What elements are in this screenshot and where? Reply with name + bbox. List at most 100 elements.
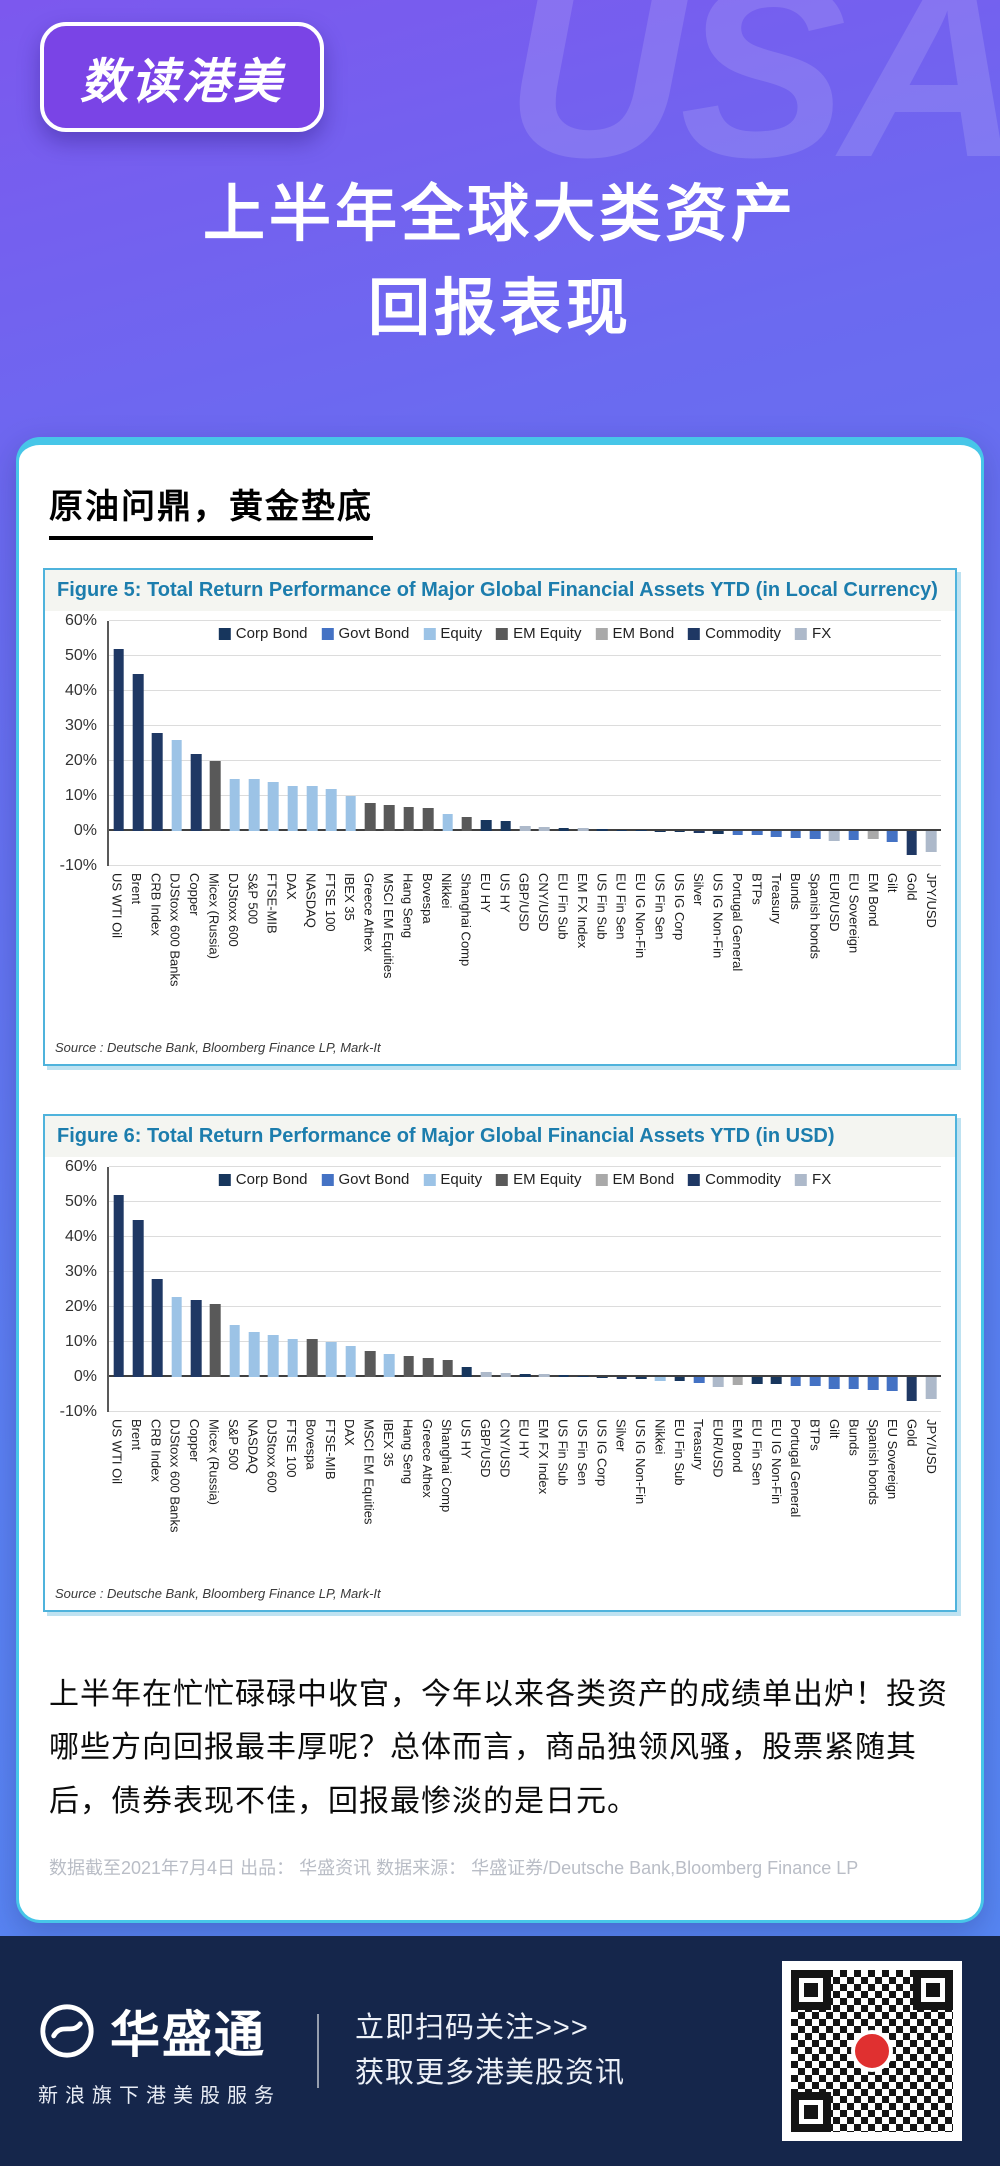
bar-column [554, 1167, 573, 1412]
legend-swatch-icon [795, 1173, 808, 1186]
legend-label: Commodity [705, 625, 782, 642]
bar [364, 1350, 376, 1377]
x-axis-label: Bovespa [419, 873, 435, 924]
bar-column [670, 621, 689, 866]
bar [268, 782, 279, 831]
legend-item: Equity [423, 1171, 482, 1188]
bar [306, 1338, 318, 1377]
x-axis-label: EU Fin Sub [555, 873, 571, 940]
bar [364, 803, 376, 831]
x-axis-label: S&P 500 [245, 873, 261, 925]
bar [654, 831, 666, 833]
x-axis-label: GBP/USD [516, 873, 532, 932]
bar-column [186, 1167, 205, 1412]
bar [577, 1375, 589, 1377]
bar [442, 1359, 453, 1377]
figure-6-source: Source : Deutsche Bank, Bloomberg Financ… [55, 1586, 381, 1601]
footer-divider [317, 2014, 319, 2088]
x-axis-label: Greece Athex [419, 1419, 435, 1498]
bar [829, 831, 840, 841]
x-axis-label: Nikkei [652, 1419, 668, 1455]
x-axis-label: NASDAQ [245, 1419, 261, 1474]
bar-column [573, 621, 592, 866]
bar-column [689, 621, 708, 866]
x-axis-label: US WTI Oil [109, 1419, 125, 1484]
y-tick-label: 10% [64, 1333, 97, 1350]
legend-label: EM Bond [612, 1171, 675, 1188]
bar [132, 673, 144, 831]
bar-column [244, 1167, 263, 1412]
y-tick-label: 40% [64, 1228, 97, 1245]
bar [925, 1377, 937, 1400]
figure-5-source: Source : Deutsche Bank, Bloomberg Financ… [55, 1040, 381, 1055]
bar-column [264, 621, 283, 866]
brand-block: 华盛通 新浪旗下港美股服务 [38, 1995, 281, 2108]
x-axis-label: GBP/USD [477, 1419, 493, 1478]
section-headline: 原油问鼎，黄金垫底 [49, 479, 373, 540]
x-axis-labels: US WTI Oil Brent CRB Index DJStoxx 600 Bank… [107, 1412, 941, 1580]
bar [925, 831, 937, 852]
title-line-2: 回报表现 [367, 274, 632, 343]
bar-column [419, 1167, 438, 1412]
bar [751, 831, 763, 836]
x-axis-label: EU HY [477, 873, 493, 913]
gridline [109, 725, 941, 726]
gridline [109, 795, 941, 796]
bar-column [709, 1167, 728, 1412]
bar [306, 785, 318, 831]
summary-text: 上半年在忙忙碌碌中收官，今年以来各类资产的成绩单出炉！投资哪些方向回报最丰厚呢？… [49, 1678, 948, 1818]
bar-column [341, 1167, 360, 1412]
bar-column [225, 621, 244, 866]
bar [906, 1377, 918, 1401]
bar [345, 796, 357, 831]
x-axis-label: Hang Seng [400, 873, 416, 939]
y-axis: 60% 50% 40% 30% 20% 10% 0% -10% [51, 612, 107, 874]
x-axis-label: EU HY [516, 1419, 532, 1459]
bar-column [844, 621, 863, 866]
x-axis-label: EM Bond [865, 873, 881, 927]
bar-column [767, 1167, 786, 1412]
bar [848, 831, 860, 841]
bar [538, 826, 550, 831]
gridline [109, 1306, 941, 1307]
y-tick-label: 20% [64, 1298, 97, 1315]
x-axis-label: US HY [458, 1419, 474, 1459]
legend-item: Corp Bond [218, 1171, 308, 1188]
x-axis-label: FTSE-MIB [264, 873, 280, 934]
gridline [109, 865, 941, 866]
bar [867, 831, 879, 840]
x-axis-label: FTSE-MIB [322, 1419, 338, 1480]
x-axis-label: Bunds [788, 873, 804, 910]
x-axis-label: Portugal General [788, 1419, 804, 1518]
x-axis-label: FTSE 100 [284, 1419, 300, 1478]
bar-column [515, 621, 534, 866]
x-axis-label: EUR/USD [710, 1419, 726, 1478]
x-axis-label: Gold [904, 1419, 920, 1447]
bar-series [109, 621, 941, 866]
bar-column [863, 1167, 882, 1412]
figure-6-chart: 60% 50% 40% 30% 20% 10% 0% -10% Corp Bond Govt B… [45, 1157, 955, 1580]
gridline [109, 1236, 941, 1237]
bar-column [283, 1167, 302, 1412]
x-axis-label: BTPs [807, 1419, 823, 1451]
bar [751, 1377, 763, 1384]
bar-column [805, 621, 824, 866]
bar [577, 828, 589, 831]
bar-column [902, 621, 921, 866]
bar [616, 1377, 627, 1380]
qr-finder-topright [913, 1970, 953, 2010]
x-axis-label: US IG Corp [671, 873, 687, 941]
legend-swatch-icon [423, 627, 436, 640]
x-axis-label: EU IG Non-Fin [768, 1419, 784, 1505]
bar [248, 778, 260, 831]
content-card: 原油问鼎，黄金垫底 Figure 5: Total Return Perform… [16, 437, 984, 1923]
bar-column [554, 621, 573, 866]
plot-area: Corp Bond Govt Bond Equity EM Equity EM Bond… [107, 620, 941, 866]
x-axis-label: CNY/USD [497, 1419, 513, 1478]
y-tick-label: 60% [64, 1158, 97, 1175]
x-axis-label: US IG Corp [594, 1419, 610, 1487]
bar-column [399, 621, 418, 866]
legend-swatch-icon [595, 627, 608, 640]
bar-column [844, 1167, 863, 1412]
